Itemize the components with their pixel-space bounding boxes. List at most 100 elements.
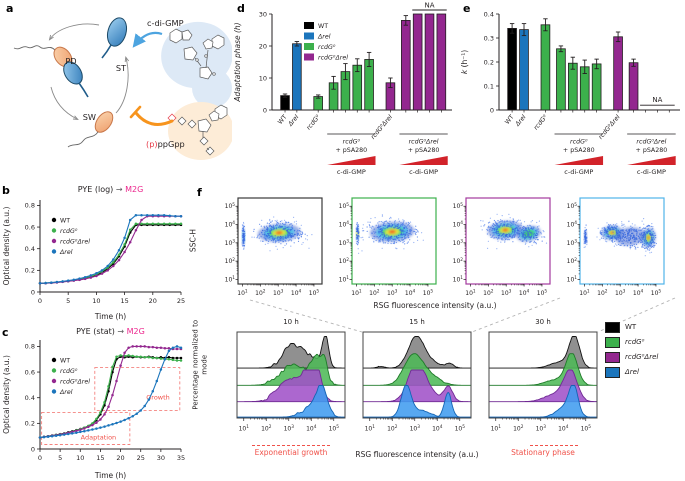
plot-border [488, 331, 598, 419]
density-dot [504, 241, 506, 243]
density-dot [268, 229, 270, 231]
legend-item-rcdg: rcdG⁰ [605, 336, 658, 348]
density-dot [640, 242, 642, 244]
data-point [119, 354, 122, 357]
density-dot [524, 234, 527, 236]
log-tick-label: 105 [453, 202, 464, 210]
density-dot [242, 243, 244, 245]
label: 20 [116, 454, 124, 462]
density-dot [631, 237, 633, 240]
label: 0 [31, 445, 35, 453]
data-point [163, 357, 167, 361]
density-dot [586, 236, 588, 238]
plot-border [362, 331, 472, 419]
data-point [175, 345, 179, 348]
density-dot [242, 234, 245, 236]
density-dot [379, 241, 381, 243]
density-dot [642, 238, 644, 240]
density-dot [242, 221, 245, 224]
label: 0.2 [484, 58, 494, 66]
density-dot [243, 226, 245, 228]
density-dot [521, 235, 523, 237]
density-dot [528, 230, 530, 233]
density-dot [281, 222, 284, 225]
density-dot [402, 239, 405, 241]
data-point [151, 345, 155, 349]
density-dot [509, 220, 511, 222]
density-dot [533, 232, 535, 235]
density-dot [630, 225, 632, 227]
density-dot [241, 242, 243, 244]
rcdgrel-swatch [605, 351, 620, 363]
log-tick-label: 104 [432, 424, 443, 432]
density-dot [634, 236, 636, 238]
density-dot [512, 241, 514, 243]
data-point [131, 414, 134, 418]
density-dot [613, 226, 615, 228]
density-dot [404, 230, 406, 232]
data-point [79, 430, 82, 434]
density-dot [286, 222, 288, 224]
label: 0.3 [484, 34, 494, 42]
ridge-wt [489, 336, 597, 369]
density-dot [401, 223, 403, 225]
density-dot [492, 234, 494, 237]
cycle-arrow-pd-to-sw [50, 86, 79, 120]
density-dot [495, 229, 497, 231]
density-dot [273, 228, 275, 231]
data-point [115, 421, 118, 425]
density-dot [603, 228, 605, 230]
density-dot [293, 216, 295, 218]
density-dot [402, 229, 404, 231]
density-dot [383, 232, 385, 234]
density-dot [296, 231, 298, 233]
density-dot [489, 234, 491, 236]
density-dot [492, 232, 494, 234]
density-dot [599, 230, 601, 232]
data-point [179, 222, 183, 226]
density-dot [626, 230, 628, 233]
rsg-axis-label-top: RSG fluorescence intensity (a.u.) [373, 301, 497, 310]
density-dot [523, 221, 526, 223]
density-dot [407, 223, 409, 225]
density-dot [524, 243, 526, 245]
density-dot [405, 231, 407, 234]
label: Δrel [59, 389, 73, 396]
density-dot [609, 239, 611, 241]
density-dot [265, 236, 268, 238]
density-dot [533, 242, 535, 244]
panel-letter-f: f [197, 186, 202, 199]
data-point [103, 425, 106, 428]
density-dot [519, 227, 521, 229]
label: Growth [146, 394, 170, 402]
density-dot [637, 235, 639, 237]
density-dot [285, 235, 287, 237]
density-dot [647, 242, 649, 245]
density-dot [496, 223, 498, 225]
density-dot [525, 242, 527, 244]
density-dot [265, 239, 267, 241]
density-dot [407, 236, 409, 238]
density-dot [634, 229, 636, 231]
density-dot [635, 243, 638, 245]
density-dot [515, 227, 517, 229]
density-dot [584, 233, 586, 235]
density-dot [611, 226, 613, 228]
data-point [131, 345, 134, 348]
density-dot [302, 242, 304, 244]
density-dot [395, 235, 397, 237]
data-point [179, 359, 183, 362]
density-dot [357, 243, 359, 245]
density-dot [276, 219, 278, 221]
label: rcdG⁰Δrel [636, 139, 666, 146]
density-dot [491, 236, 493, 238]
density-dot [381, 233, 383, 235]
density-dot [633, 243, 635, 246]
density-dot [371, 225, 373, 227]
density-dot [422, 239, 424, 241]
density-dot [503, 223, 505, 226]
density-dot [387, 222, 389, 224]
density-dot [535, 238, 537, 240]
density-dot [509, 221, 511, 223]
density-dot [241, 224, 243, 226]
